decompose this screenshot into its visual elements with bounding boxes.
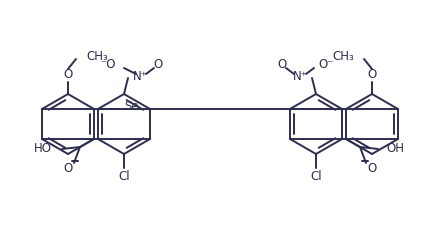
Text: O: O — [277, 57, 286, 71]
Text: ⁻O: ⁻O — [100, 57, 116, 71]
Text: O⁻: O⁻ — [318, 57, 334, 71]
Text: O: O — [367, 68, 377, 80]
Text: O: O — [63, 68, 73, 80]
Text: O: O — [367, 163, 377, 175]
Text: O: O — [63, 163, 73, 175]
Text: N⁺: N⁺ — [132, 70, 147, 82]
Text: N⁺: N⁺ — [293, 70, 308, 82]
Text: CH₃: CH₃ — [86, 49, 108, 62]
Text: OH: OH — [386, 142, 404, 155]
Text: Cl: Cl — [310, 170, 322, 182]
Text: Se: Se — [125, 101, 139, 113]
Text: CH₃: CH₃ — [332, 49, 354, 62]
Text: O: O — [154, 57, 163, 71]
Text: Cl: Cl — [118, 170, 130, 182]
Text: HO: HO — [34, 142, 52, 155]
